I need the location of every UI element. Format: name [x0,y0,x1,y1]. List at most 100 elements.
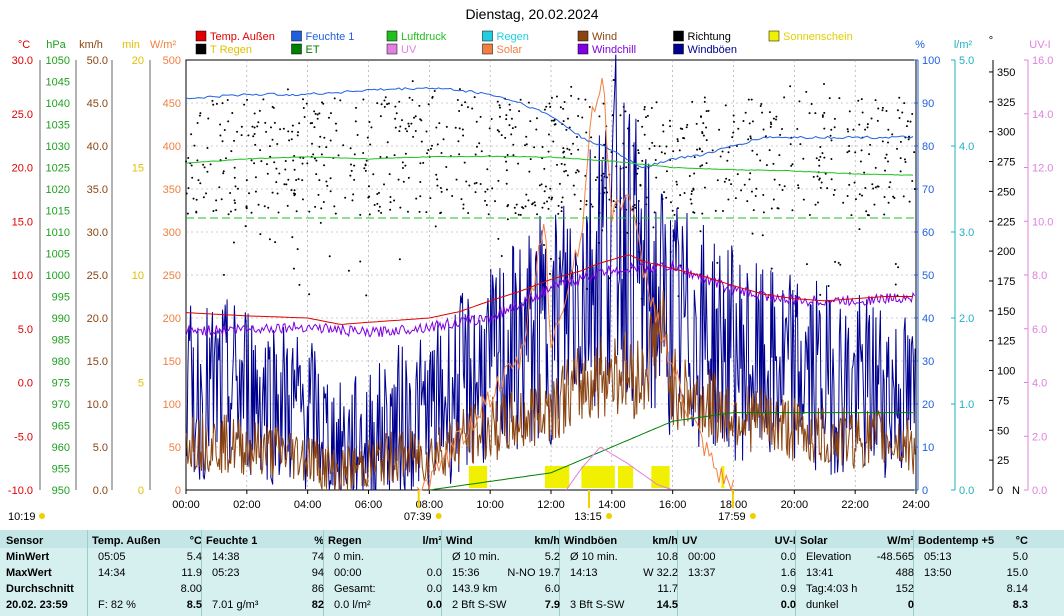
direction-point [789,85,792,88]
direction-point [329,139,332,142]
direction-point [434,225,437,228]
direction-point [726,159,729,162]
legend-label: Luftdruck [401,31,447,43]
direction-point [543,108,546,111]
temp-axis-tick: 30.0 [12,55,33,67]
direction-point [885,153,888,156]
direction-point [908,200,911,203]
direction-point [505,160,508,163]
direction-point [887,201,890,204]
uv-axis-tick: 4.0 [1032,378,1047,390]
direction-point [318,145,321,148]
direction-point [478,142,481,145]
direction-point [262,98,265,101]
sun-marker-label: 13:15 [574,511,602,523]
direction-point [498,106,501,109]
direction-point [354,106,357,109]
pressure-axis-tick: 1025 [46,163,70,175]
direction-point [663,191,666,194]
direction-point [654,159,657,162]
direction-point [364,163,367,166]
wind-axis-tick: 15.0 [87,356,108,368]
direction-point [296,134,299,137]
stat-value: 8.3 [1012,599,1028,611]
direction-point [484,199,487,202]
direction-point [414,129,417,132]
direction-point [305,102,308,105]
direction-point [393,199,396,202]
direction-point [756,153,759,156]
direction-point [560,162,563,165]
stat-sub: 05:23 [212,567,240,579]
stat-value: W 32.2 [643,567,678,579]
direction-point [479,115,482,118]
direction-point [215,102,218,105]
direction-point [854,151,857,154]
direction-point [522,207,525,210]
pressure-axis-tick: 950 [52,485,70,497]
direction-point [816,201,819,204]
direction-point [484,190,487,193]
direction-point [285,183,288,186]
direction-point [196,159,199,162]
direction-point [716,261,719,264]
direction-point [686,123,689,126]
direction-point [740,189,743,192]
direction-point [751,149,754,152]
direction-point [439,211,442,214]
direction-point [354,120,357,123]
direction-point [898,116,901,119]
direction-point [563,163,566,166]
direction-point [552,119,555,122]
legend-swatch [482,30,493,42]
direction-point [389,201,392,204]
direction-point [508,124,511,127]
direction-point [328,255,331,258]
direction-point [818,178,821,181]
direction-point [662,130,665,133]
direction-point [315,159,318,162]
direction-point [696,148,699,151]
direction-point [550,198,553,201]
direction-point [669,201,672,204]
direction-point [833,126,836,129]
direction-point [293,155,296,158]
stat-sub: F: 82 % [98,599,136,611]
uv-axis-tick: 14.0 [1032,109,1053,121]
direction-point [562,120,565,123]
direction-point [420,140,423,143]
direction-point [866,126,869,129]
legend-swatch [577,30,589,42]
humidity-axis-tick: 40 [922,313,934,325]
direction-point [202,163,205,166]
pressure-axis-tick: 970 [52,399,70,411]
direction-point [575,171,578,174]
column-separator [913,530,914,616]
direction-point [577,170,580,173]
direction-point [759,159,762,162]
direction-point [884,156,887,159]
direction-point [848,145,851,148]
direction-point [669,125,672,128]
direction-point [386,103,389,106]
direction-point [560,206,563,209]
legend-label: Richtung [688,31,731,43]
direction-point [747,98,750,101]
direction-point [284,168,287,171]
direction-point [412,135,415,138]
direction-point [899,157,902,160]
direction-point [655,101,658,104]
x-tick-label: 16:00 [659,499,687,511]
stat-value: 0.0 [426,567,442,579]
stat-sub: 15:36 [452,567,480,579]
direction-point [566,117,569,120]
sun-marker-label: 07:39 [404,511,432,523]
direction-point [221,140,224,143]
direction-point [233,199,236,202]
legend-label: Wind [592,31,617,43]
legend-swatch [673,43,684,55]
direction-point [383,183,386,186]
series-temp-au-en [185,254,913,325]
direction-point [185,160,188,163]
wind-axis-tick: 50.0 [87,55,108,67]
